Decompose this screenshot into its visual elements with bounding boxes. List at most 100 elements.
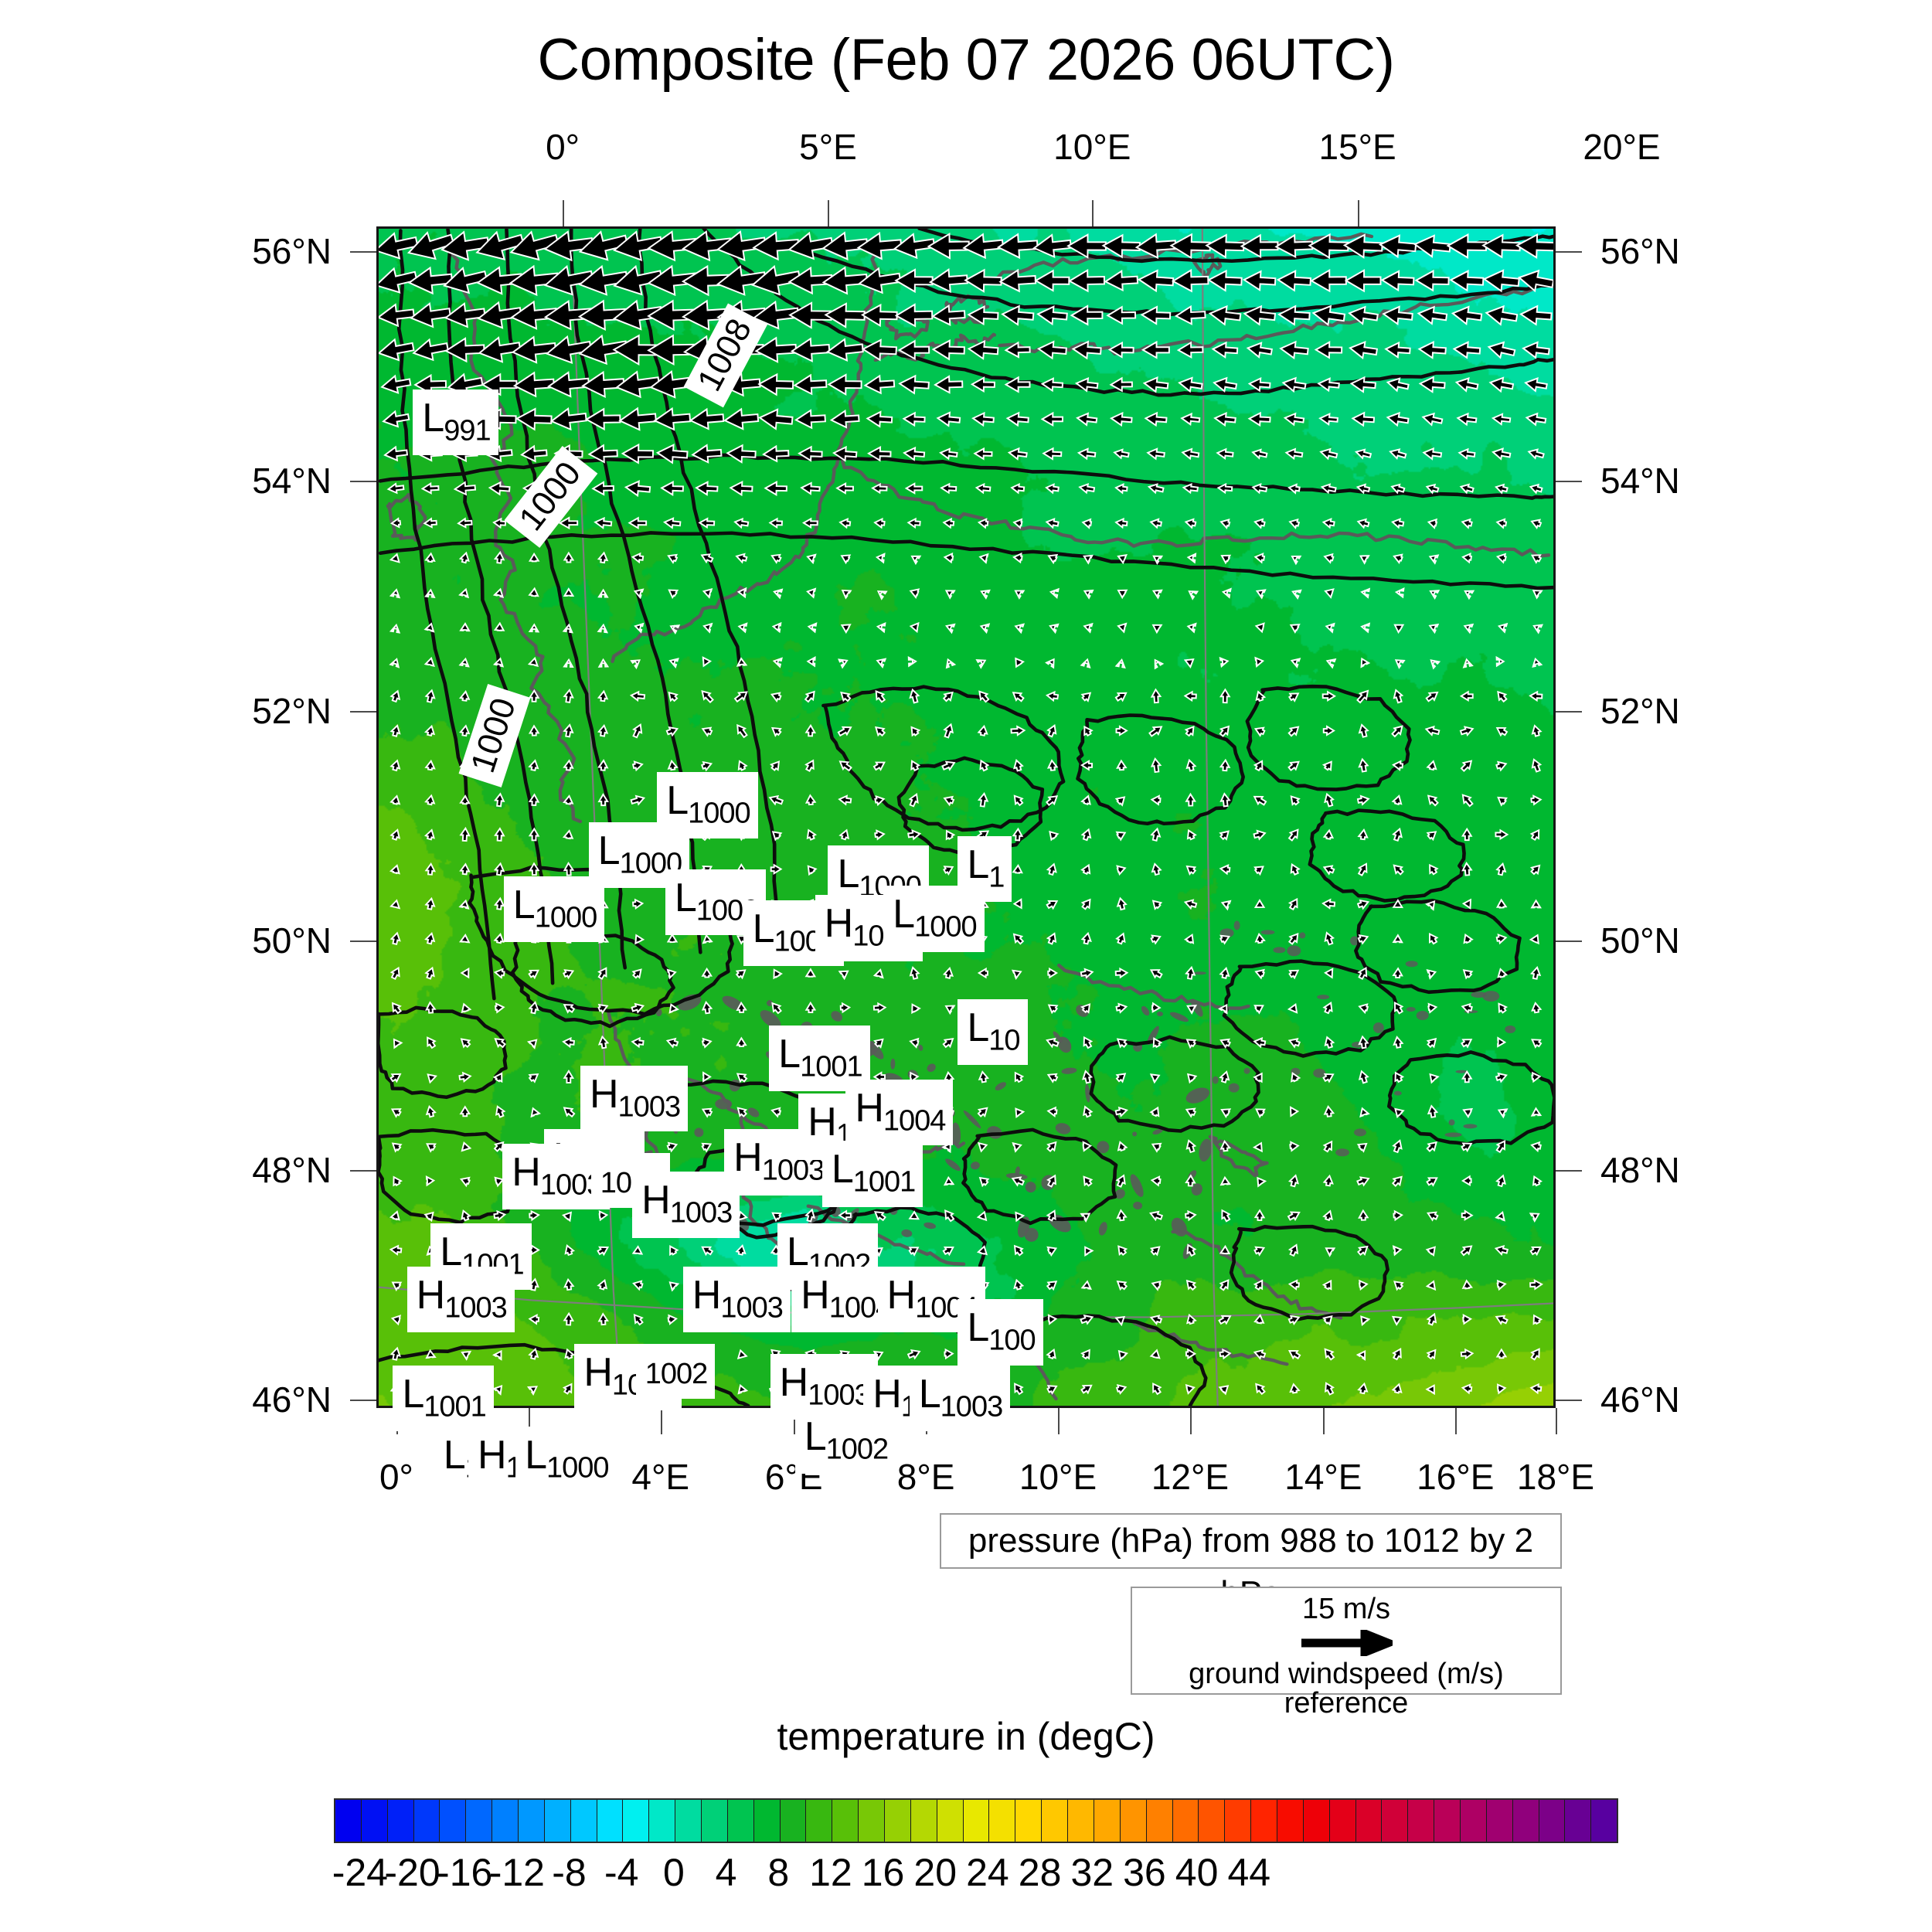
wind-vector-arrow: [478, 336, 522, 363]
wind-vector-arrow: [389, 689, 401, 703]
wind-vector-arrow: [1184, 1209, 1197, 1222]
wind-vector-arrow: [1461, 1175, 1472, 1186]
wind-vector-arrow: [931, 304, 966, 326]
wind-vector-arrow: [1253, 1349, 1267, 1360]
lon-label-bottom: 4°E: [631, 1457, 690, 1497]
wind-vector-arrow: [804, 968, 817, 978]
wind-vector-arrow: [1083, 1105, 1094, 1118]
wind-vector-arrow: [1012, 863, 1023, 874]
wind-vector-arrow: [563, 794, 574, 805]
wind-vector-arrow: [832, 445, 858, 462]
wind-vector-arrow: [493, 862, 505, 876]
terrain-fleck: [1354, 1128, 1366, 1137]
terrain-fleck: [1317, 995, 1330, 1000]
wind-vector-arrow: [1324, 588, 1335, 599]
lon-tick-bottom: [1323, 1408, 1325, 1434]
wind-vector-arrow: [1529, 690, 1543, 702]
wind-vector-arrow: [1355, 483, 1371, 495]
lon-label-bottom: 8°E: [896, 1457, 955, 1497]
wind-vector-arrow: [876, 621, 886, 634]
wind-vector-arrow: [1219, 656, 1230, 668]
wind-vector-arrow: [1221, 1209, 1231, 1223]
wind-vector-arrow: [1356, 689, 1369, 704]
wind-vector-arrow: [493, 896, 505, 910]
wind-vector-arrow: [459, 826, 471, 842]
terrain-fleck: [1169, 1012, 1189, 1022]
terrain-fleck: [1057, 1036, 1072, 1053]
terrain-fleck: [1141, 1005, 1150, 1016]
wind-vector-arrow: [1046, 1037, 1060, 1049]
wind-vector-arrow: [492, 1385, 503, 1396]
wind-vector-arrow: [1171, 268, 1209, 293]
page-title: Composite (Feb 07 2026 06UTC): [537, 27, 1395, 93]
wind-vector-arrow: [691, 444, 723, 464]
wind-vector-arrow: [1150, 1175, 1162, 1187]
wind-vector-arrow: [1459, 726, 1475, 737]
wind-vector-arrow: [838, 1209, 852, 1221]
wind-vector-arrow: [770, 1107, 782, 1118]
wind-vector-arrow: [1357, 862, 1368, 876]
terrain-fleck: [722, 995, 743, 1011]
wind-vector-arrow: [669, 624, 681, 635]
colorbar-cell: [1565, 1800, 1592, 1842]
wind-vector-arrow: [909, 688, 920, 704]
colorbar-tick-label: 12: [809, 1851, 852, 1894]
wind-vector-arrow: [1114, 967, 1129, 979]
wind-vector-arrow: [493, 933, 505, 944]
wind-vector-arrow: [1322, 1315, 1333, 1326]
wind-vector-arrow: [1014, 623, 1026, 634]
wind-vector-arrow: [1452, 341, 1481, 359]
wind-vector-arrow: [1325, 622, 1335, 634]
wind-vector-arrow: [771, 1002, 782, 1015]
wind-vector-arrow: [1115, 1002, 1128, 1014]
wind-vector-arrow: [1185, 1039, 1197, 1049]
wind-vector-arrow: [1254, 932, 1266, 944]
wind-vector-arrow: [1040, 377, 1064, 393]
wind-vector-arrow: [564, 1244, 576, 1257]
wind-vector-arrow: [1357, 966, 1368, 981]
lat-label-right: 46°N: [1600, 1379, 1680, 1420]
wind-vector-arrow: [1080, 1315, 1094, 1325]
wind-vector-arrow: [628, 516, 648, 530]
wind-vector-arrow: [940, 482, 957, 495]
wind-vector-arrow: [1391, 794, 1403, 806]
wind-vector-arrow: [723, 407, 760, 430]
wind-vector-arrow: [1185, 1279, 1197, 1291]
wind-vector-arrow: [1254, 656, 1265, 668]
wind-vector-arrow: [1426, 969, 1437, 980]
wind-vector-arrow: [928, 267, 968, 294]
lon-label-bottom: 18°E: [1516, 1457, 1595, 1497]
wind-vector-arrow: [1314, 341, 1343, 359]
terrain-fleck: [767, 1000, 773, 1007]
wind-vector-arrow: [967, 339, 999, 360]
wind-vector-arrow: [1219, 518, 1231, 529]
wind-vector-arrow: [1080, 760, 1094, 771]
wind-vector-arrow: [1532, 590, 1543, 600]
wind-vector-arrow: [563, 1107, 576, 1118]
wind-vector-arrow: [1046, 1281, 1058, 1291]
wind-vector-arrow: [762, 444, 790, 463]
wind-vector-arrow: [1425, 1280, 1437, 1291]
wind-vector-arrow: [1382, 305, 1413, 326]
wind-vector-arrow: [967, 305, 999, 326]
wind-vector-arrow: [1117, 1245, 1128, 1257]
colorbar-cell: [1015, 1800, 1043, 1842]
colorbar-tick-label: -8: [552, 1851, 587, 1894]
wind-vector-arrow: [549, 407, 587, 431]
wind-vector-arrow: [1152, 555, 1164, 566]
wind-vector-arrow: [563, 861, 575, 876]
wind-vector-arrow: [563, 587, 575, 597]
pressure-contour: [1387, 1050, 1553, 1146]
wind-vector-arrow: [1495, 553, 1507, 564]
wind-vector-arrow: [386, 482, 405, 495]
wind-vector-arrow: [563, 1070, 575, 1084]
wind-vector-arrow: [458, 690, 471, 702]
wind-vector-arrow: [1392, 1348, 1402, 1361]
pressure-legend-box: pressure (hPa) from 988 to 1012 by 2 hPa: [940, 1513, 1562, 1612]
lon-tick-bottom: [528, 1408, 530, 1434]
wind-vector-arrow: [736, 1001, 747, 1014]
wind-vector-arrow: [835, 481, 854, 495]
wind-vector-arrow: [666, 968, 677, 980]
wind-vector-arrow: [383, 445, 409, 462]
lat-tick-left: [350, 710, 376, 713]
